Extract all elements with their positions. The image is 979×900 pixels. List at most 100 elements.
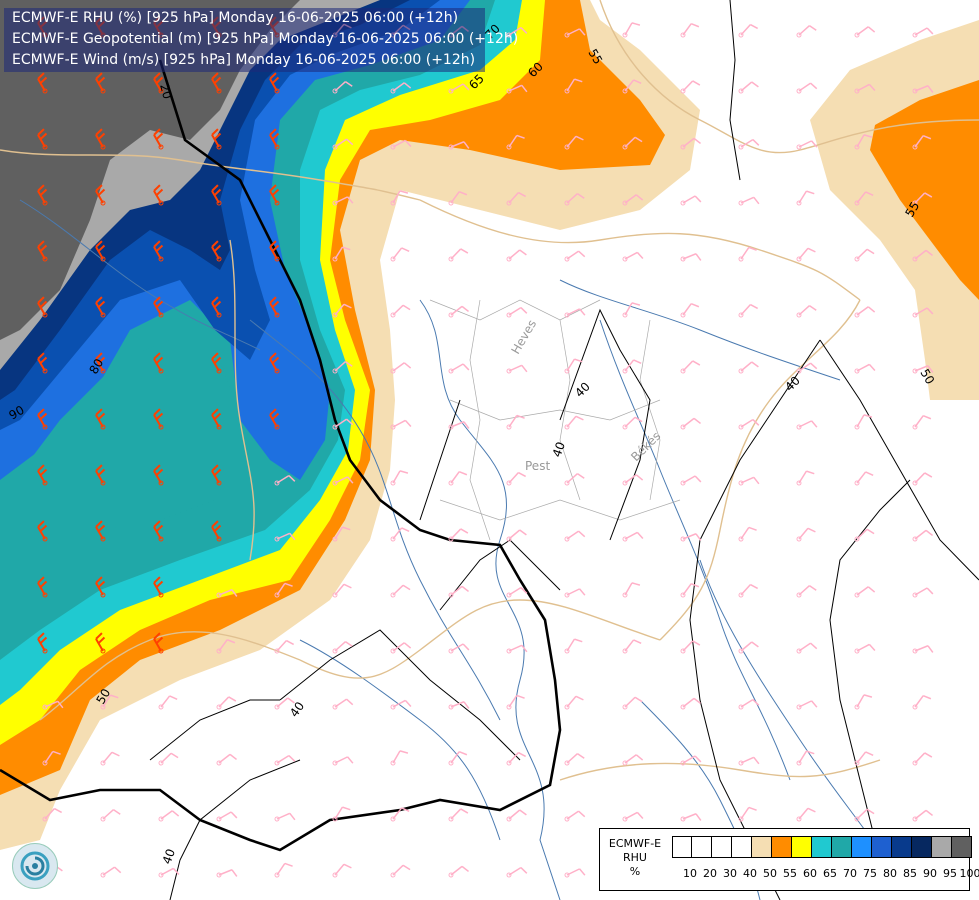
wind-barb xyxy=(680,137,701,150)
contour-labels: 40 40 40 40 40 50 50 55 55 60 65 70 80 9… xyxy=(7,21,938,866)
wind-barb xyxy=(332,196,354,206)
header-line-geopotential: ECMWF-E Geopotential (m) [925 hPa] Monda… xyxy=(12,31,519,47)
wind-barb xyxy=(274,582,293,598)
wind-barb xyxy=(622,194,644,206)
wind-barb xyxy=(912,645,934,654)
wind-barb xyxy=(390,247,410,262)
wind-barb xyxy=(912,307,934,318)
wind-barb xyxy=(390,642,412,654)
wind-barb xyxy=(332,583,352,598)
wind-barb xyxy=(448,141,470,150)
wind-barb xyxy=(738,526,757,542)
wind-barb xyxy=(448,585,469,598)
wind-barb xyxy=(332,476,354,486)
wind-barb xyxy=(100,694,119,710)
wind-barb xyxy=(796,82,818,94)
wind-barb xyxy=(153,184,164,206)
wind-barb xyxy=(854,26,876,38)
legend-swatch xyxy=(772,836,792,858)
wind-barb xyxy=(216,638,236,654)
wind-barb xyxy=(390,190,409,206)
wind-barb xyxy=(448,470,468,486)
wind-barb xyxy=(738,138,760,150)
county-borders xyxy=(0,0,979,781)
contour-label: 55 xyxy=(902,199,922,219)
wind-barb xyxy=(738,698,760,710)
wind-barb xyxy=(564,588,586,598)
wind-barb xyxy=(854,134,873,150)
wind-barb xyxy=(796,25,817,38)
map-header: ECMWF-E RHU (%) [925 hPa] Monday 16-06-2… xyxy=(4,8,519,72)
wind-barb xyxy=(738,476,760,486)
legend-swatch xyxy=(792,836,812,858)
wind-barb xyxy=(390,470,409,486)
wind-barb xyxy=(95,128,106,150)
wind-barb xyxy=(42,750,61,766)
wind-barb xyxy=(95,576,106,598)
wind-barb xyxy=(274,754,296,766)
wind-barb xyxy=(448,190,468,206)
wind-barb xyxy=(564,78,583,94)
wind-barb xyxy=(95,240,106,262)
wind-barb xyxy=(854,306,876,318)
wind-barb xyxy=(854,643,876,654)
wind-barb xyxy=(390,750,409,766)
geopotential-isoline-bold xyxy=(0,59,562,852)
rhu-band-95 xyxy=(0,0,300,340)
wind-barb xyxy=(912,249,933,262)
wind-barb xyxy=(506,134,525,150)
contour-label: 40 xyxy=(550,440,568,459)
wind-barb xyxy=(738,81,759,94)
wind-barb xyxy=(912,27,934,38)
region-label-pest: Pest xyxy=(525,459,550,473)
wind-barb xyxy=(680,253,702,262)
wind-barb xyxy=(564,810,586,822)
wind-barb xyxy=(796,642,818,654)
wind-barb xyxy=(680,80,701,94)
wind-barb xyxy=(448,750,468,766)
wind-barb xyxy=(37,576,48,598)
legend-swatch xyxy=(752,836,772,858)
wind-barb xyxy=(211,72,222,94)
wind-barb xyxy=(390,527,410,542)
wind-barb xyxy=(738,196,760,206)
legend-swatch xyxy=(732,836,752,858)
contour-label: 50 xyxy=(93,686,113,706)
legend-swatch xyxy=(672,836,692,858)
wind-barb xyxy=(211,128,222,150)
legend-tick-label: 20 xyxy=(703,867,717,880)
wind-barb xyxy=(153,520,164,542)
wind-barb xyxy=(448,865,469,878)
wind-barb xyxy=(854,414,873,430)
wind-barb xyxy=(37,352,48,374)
wind-barb xyxy=(680,302,700,318)
wind-barb xyxy=(506,809,527,822)
wind-barb xyxy=(95,296,106,318)
wind-barb xyxy=(100,751,120,766)
wind-barb xyxy=(796,527,816,542)
wind-barb xyxy=(274,812,296,822)
legend-swatch xyxy=(812,836,832,858)
wind-barb xyxy=(95,408,106,430)
legend-swatch xyxy=(912,836,932,858)
rivers xyxy=(19,199,901,900)
wind-barb xyxy=(738,806,757,822)
wind-barb xyxy=(680,697,701,710)
legend-tick-label: 65 xyxy=(823,867,837,880)
geopotential-isolines xyxy=(149,0,979,900)
wind-barb xyxy=(332,863,352,878)
wind-barb xyxy=(564,415,584,430)
wind-barb xyxy=(912,85,934,94)
legend-swatch xyxy=(932,836,952,858)
legend-swatch xyxy=(892,836,912,858)
wind-barb xyxy=(912,134,932,150)
legend-swatch xyxy=(832,836,852,858)
wind-barb xyxy=(390,139,412,150)
wind-barb xyxy=(37,296,48,318)
wind-barb xyxy=(796,807,816,822)
wind-barb xyxy=(390,864,411,878)
wind-barb xyxy=(680,475,702,486)
wind-barb xyxy=(37,240,48,262)
wind-barb xyxy=(796,700,818,710)
